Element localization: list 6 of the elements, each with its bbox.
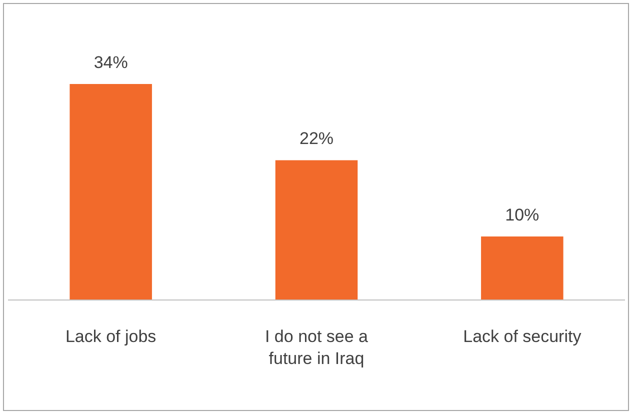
x-tick-label: I do not see a future in Iraq: [264, 327, 369, 368]
data-label: 22%: [299, 129, 334, 148]
x-tick-label: Lack of security: [463, 327, 582, 346]
x-tick-label: Lack of jobs: [65, 327, 156, 346]
data-label: 34%: [94, 53, 128, 72]
data-label: 10%: [505, 205, 540, 224]
